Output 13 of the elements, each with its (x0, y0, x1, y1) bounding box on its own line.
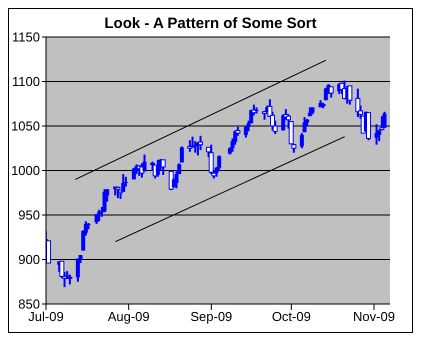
x-tick-label: Jul-09 (28, 309, 64, 324)
x-tick-label: Nov-09 (353, 309, 395, 324)
y-tick-label: 1050 (11, 118, 40, 134)
x-tick-label: Oct-09 (272, 309, 311, 324)
y-tick-label: 850 (18, 296, 40, 312)
y-tick-label: 950 (18, 208, 40, 223)
y-tick-label: 1100 (12, 74, 40, 90)
y-tick-label: 1000 (11, 163, 40, 178)
chart-title: Look - A Pattern of Some Sort (104, 15, 317, 32)
y-tick-label: 900 (18, 252, 40, 268)
x-tick-label: Sep-09 (190, 309, 232, 324)
x-tick-label: Aug-09 (108, 309, 150, 324)
y-tick-label: 1150 (12, 30, 40, 45)
